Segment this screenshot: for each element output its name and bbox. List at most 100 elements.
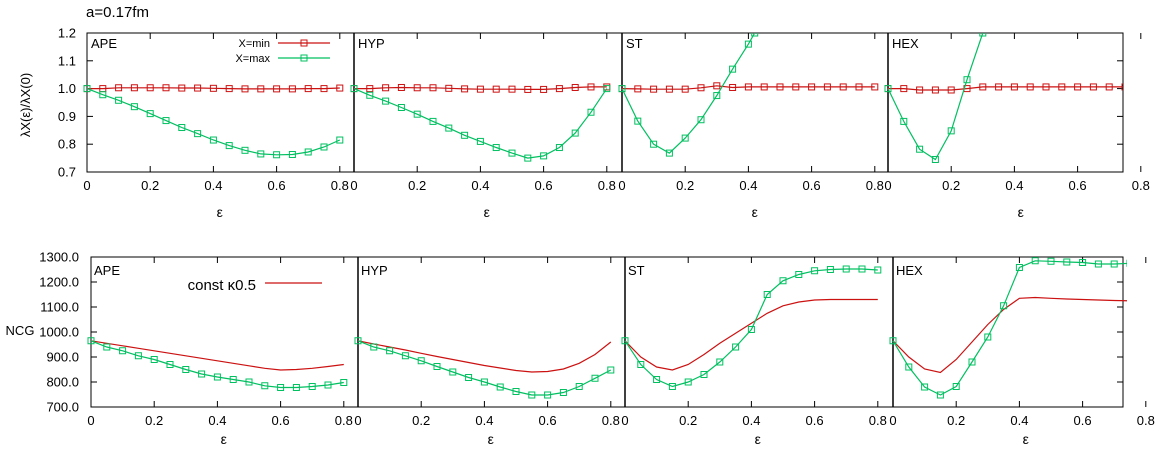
data-point — [1105, 83, 1113, 91]
x-tick-label: 0.6 — [803, 178, 821, 193]
series-group — [83, 84, 344, 159]
series-group — [884, 33, 1123, 163]
x-tick-label: 0.2 — [679, 413, 697, 428]
data-point — [213, 373, 221, 381]
data-point — [87, 337, 95, 345]
data-point — [795, 271, 803, 278]
data-point — [119, 347, 127, 355]
data-point — [496, 383, 504, 391]
data-point — [413, 84, 421, 92]
data-point — [811, 267, 819, 275]
series-group — [889, 257, 1127, 399]
data-point — [476, 85, 484, 93]
data-point — [225, 142, 233, 150]
data-point — [571, 129, 579, 137]
data-point — [1058, 83, 1066, 91]
data-point — [916, 145, 924, 153]
data-point — [162, 117, 170, 125]
data-point — [729, 83, 737, 91]
x-tick-label: 0.6 — [806, 413, 824, 428]
panel-ape: 0 0.2 0.4 0.6 0.8 ε APE — [83, 33, 349, 220]
x-tick-label: 0.4 — [1010, 413, 1028, 428]
data-point — [370, 343, 378, 351]
data-point — [115, 96, 123, 104]
y-axis-label: λX(ε)/λX(0) — [18, 73, 33, 137]
x-tick-label: 0.4 — [1005, 178, 1023, 193]
data-point — [744, 83, 752, 91]
data-point — [947, 86, 955, 94]
data-point — [83, 85, 91, 93]
panel-label: ST — [626, 36, 643, 51]
data-point — [397, 83, 405, 91]
data-point — [178, 124, 186, 132]
x-axis-label: ε — [1023, 431, 1029, 447]
x-tick-label: 0.6 — [272, 413, 290, 428]
data-point — [304, 148, 312, 156]
data-point — [540, 152, 548, 160]
data-point — [776, 83, 784, 91]
data-point — [900, 117, 908, 125]
x-axis-label: ε — [488, 431, 494, 447]
y-tick-label: 1000.0 — [39, 325, 79, 340]
y-tick-label: 0.7 — [58, 165, 76, 180]
data-point — [413, 110, 421, 118]
series-line — [86, 88, 341, 156]
legend-marker — [300, 54, 308, 62]
data-point — [429, 84, 437, 92]
data-point — [1079, 259, 1087, 266]
data-point — [732, 343, 740, 351]
data-point — [697, 116, 705, 124]
data-point — [575, 383, 583, 390]
data-point — [476, 137, 484, 145]
chart-top: 0.70.80.91.01.11.2λX(ε)/λX(0)0 0.2 0.4 0.6 0… — [18, 26, 1150, 221]
data-point — [461, 131, 469, 139]
data-point — [900, 85, 908, 93]
data-point — [665, 85, 673, 93]
data-point — [528, 391, 536, 399]
y-tick-label: 800.0 — [46, 375, 79, 390]
data-point — [461, 85, 469, 93]
series-group — [354, 337, 615, 399]
data-point — [178, 84, 186, 92]
data-point — [308, 383, 316, 390]
data-point — [288, 85, 296, 93]
x-axis-label: ε — [221, 431, 227, 447]
data-point — [417, 357, 425, 365]
data-point — [324, 381, 332, 389]
series-line — [624, 298, 878, 371]
data-point — [508, 85, 516, 93]
data-point — [713, 82, 721, 90]
data-point — [480, 378, 488, 386]
x-tick-label: 0.8 — [869, 413, 887, 428]
x-tick-label: 0.4 — [739, 178, 757, 193]
series-line — [621, 85, 875, 90]
data-point — [540, 85, 548, 93]
series-group — [618, 33, 879, 157]
data-point — [257, 150, 265, 158]
x-tick-label: 0 — [889, 413, 896, 428]
data-point — [763, 291, 771, 298]
data-point — [884, 85, 892, 93]
x-tick-label: 0 — [83, 178, 90, 193]
data-point — [261, 382, 269, 390]
x-tick-label: 0.8 — [598, 178, 616, 193]
data-point — [653, 376, 661, 383]
data-point — [150, 356, 158, 363]
y-tick-label: 1300.0 — [39, 250, 79, 265]
data-point — [1121, 83, 1123, 91]
x-axis-label: ε — [1018, 204, 1024, 220]
data-point — [320, 143, 328, 151]
x-tick-label: 0.2 — [141, 178, 159, 193]
data-point — [166, 361, 174, 368]
panel-label: APE — [91, 36, 117, 51]
data-point — [1094, 260, 1102, 268]
data-point — [512, 388, 520, 395]
data-point — [729, 65, 737, 73]
plot-frame — [86, 32, 1124, 173]
y-axis-label: NCG — [6, 323, 35, 338]
data-point — [681, 85, 689, 93]
data-point — [320, 85, 328, 93]
data-point — [968, 358, 976, 366]
data-point — [397, 104, 405, 112]
data-point — [277, 384, 285, 391]
